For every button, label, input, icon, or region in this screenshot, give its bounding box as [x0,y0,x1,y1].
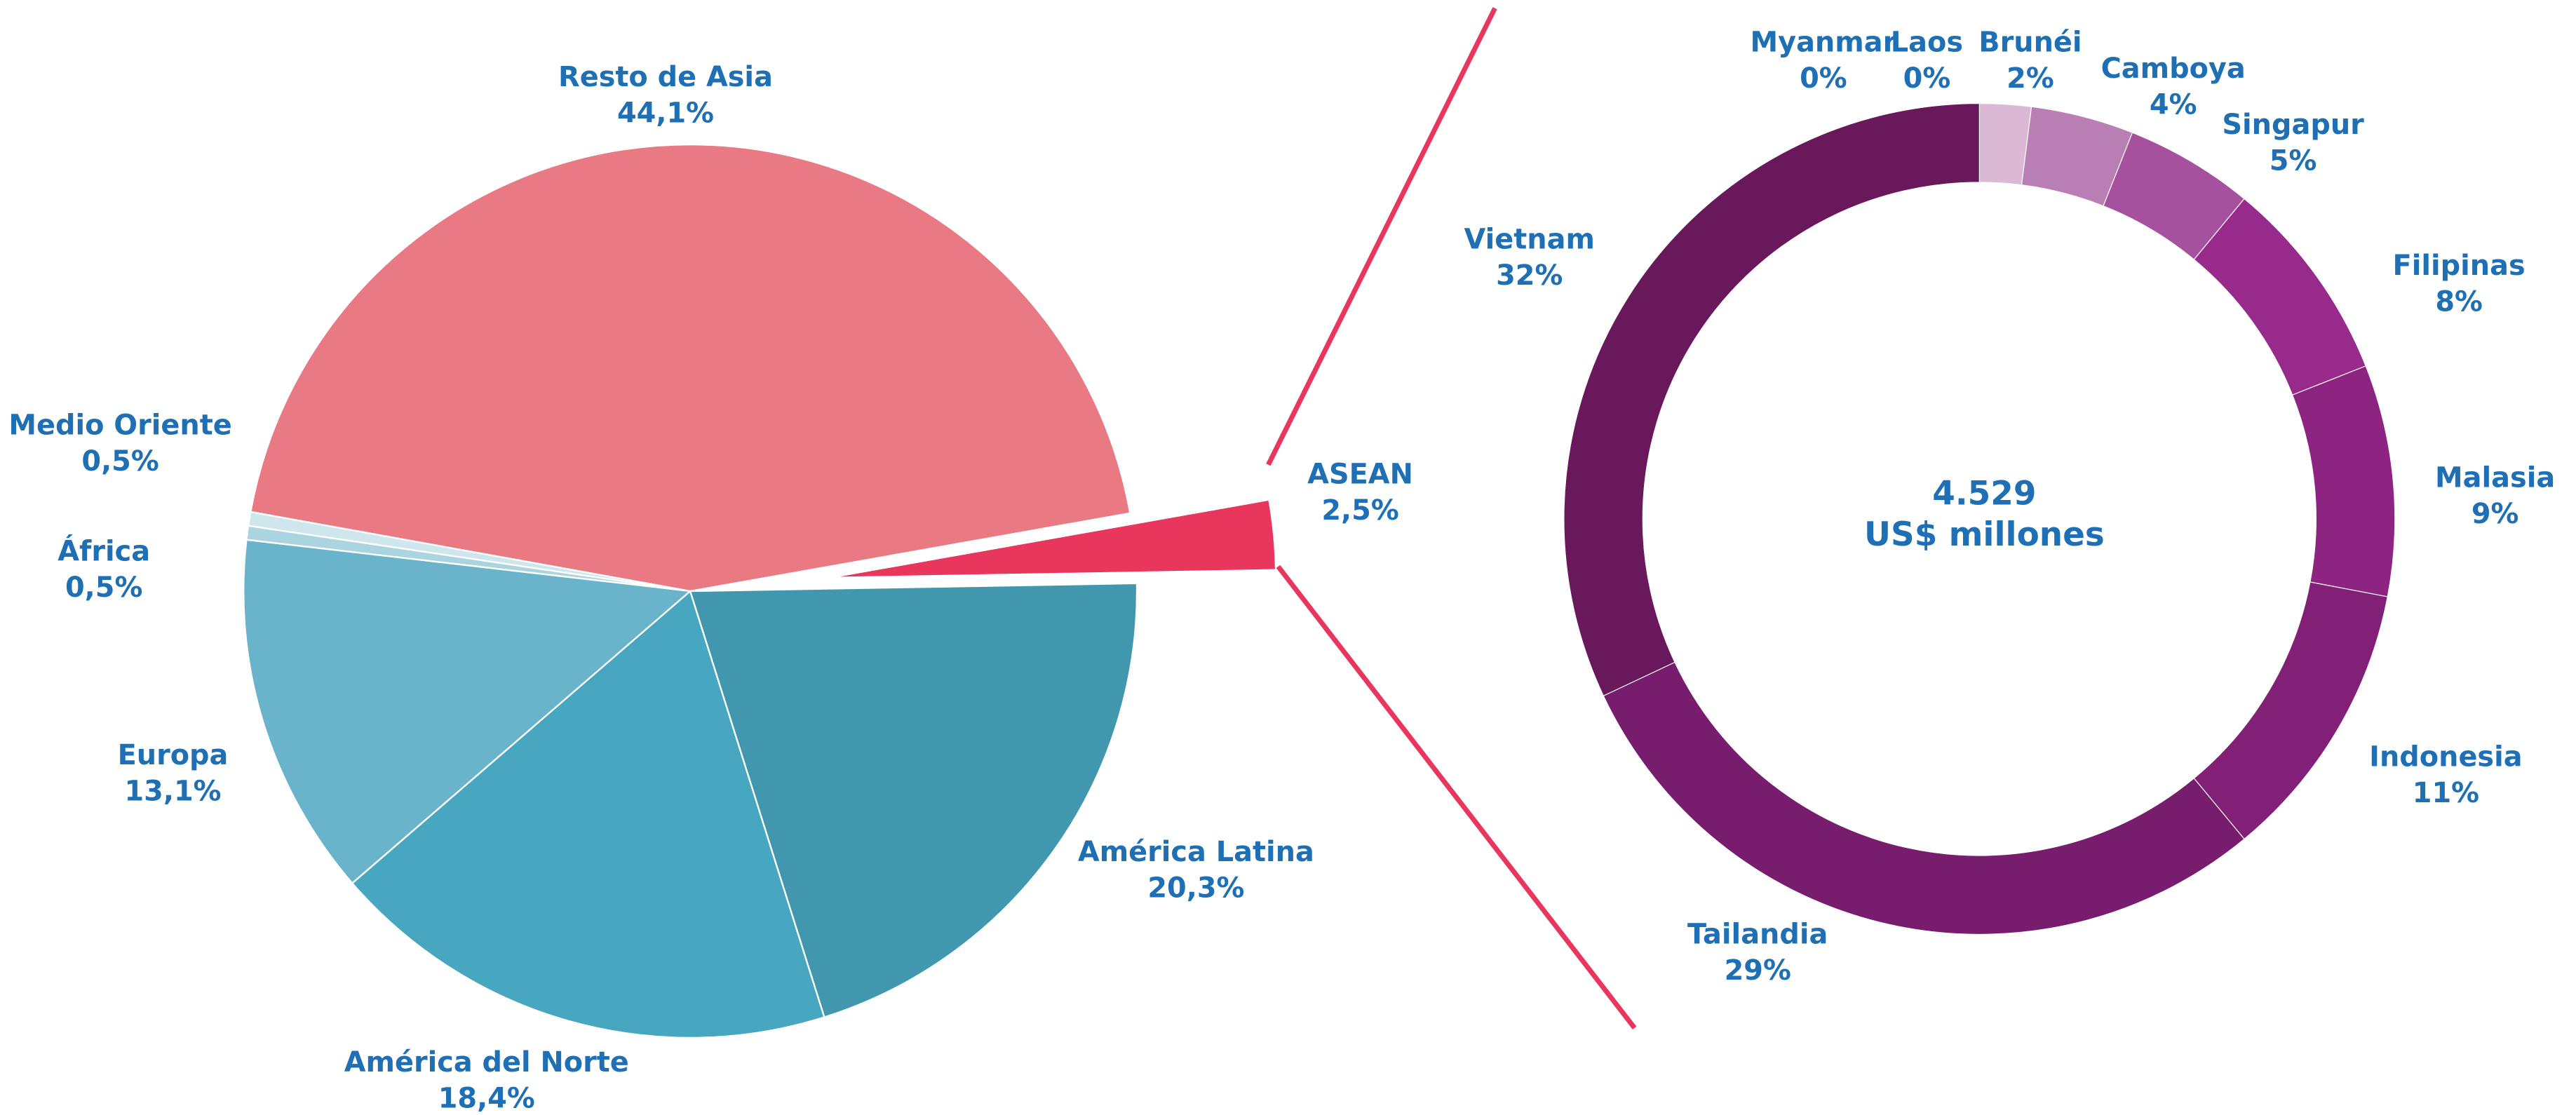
slice-label: Indonesia [2369,741,2522,773]
slice-label: Malasia [2435,461,2555,494]
value-label: 2% [2007,62,2054,95]
slice-label: Singapur [2222,109,2364,141]
center-label: 4.529 [1932,475,2036,513]
value-label: 0,5% [65,572,142,604]
slice [2193,581,2388,840]
slice [1563,102,1980,697]
slice-label: Vietnam [1464,224,1595,256]
value-label: 0,5% [81,445,159,478]
value-label: 11% [2413,777,2479,809]
slice [243,539,692,885]
value-label: 0% [1903,62,1951,95]
slice-label: ASEAN [1307,459,1413,491]
value-label: 18,4% [438,1082,535,1114]
slice-label: Filipinas [2393,250,2526,282]
slice [1603,661,2245,935]
slice [249,143,1131,593]
slice-label: Medio Oriente [8,409,231,441]
connector-line [1266,7,1497,466]
value-label: 13,1% [124,776,221,808]
value-label: 8% [2435,286,2483,318]
slice-label: América del Norte [344,1046,629,1079]
slice-label: América Latina [1078,836,1314,868]
value-label: 29% [1725,954,1791,987]
slice [2291,365,2396,597]
slice-label: África [58,535,150,568]
center-label: US$ millones [1864,516,2105,554]
slice-label: Europa [118,739,229,771]
connector-line [1276,565,1637,1030]
slice-label: Laos [1891,27,1963,59]
slice [2193,198,2366,396]
value-label: 0% [1800,62,1847,95]
slice-label: Tailandia [1687,918,1828,950]
slice [829,499,1277,579]
value-label: 32% [1496,259,1563,292]
slice-label: Myanmar [1751,27,1897,59]
slice-label: Resto de Asia [558,61,773,93]
slice-label: Camboya [2101,53,2246,85]
value-label: 9% [2472,498,2519,530]
slice [689,582,1138,1019]
slice-label: Brunéi [1978,27,2082,59]
slice [351,589,825,1039]
value-label: 5% [2270,144,2317,177]
value-label: 2,5% [1321,494,1398,527]
value-label: 44,1% [617,97,714,129]
value-label: 20,3% [1147,872,1244,905]
value-label: 4% [2150,89,2197,121]
